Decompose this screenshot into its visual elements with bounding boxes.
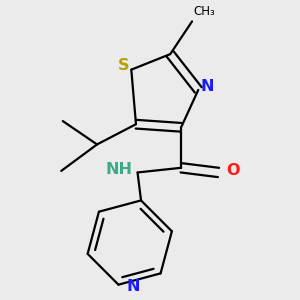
Text: S: S (118, 58, 129, 73)
Text: O: O (226, 164, 240, 178)
Text: N: N (200, 79, 214, 94)
Text: CH₃: CH₃ (194, 5, 215, 18)
Text: NH: NH (106, 163, 133, 178)
Text: N: N (126, 279, 140, 294)
